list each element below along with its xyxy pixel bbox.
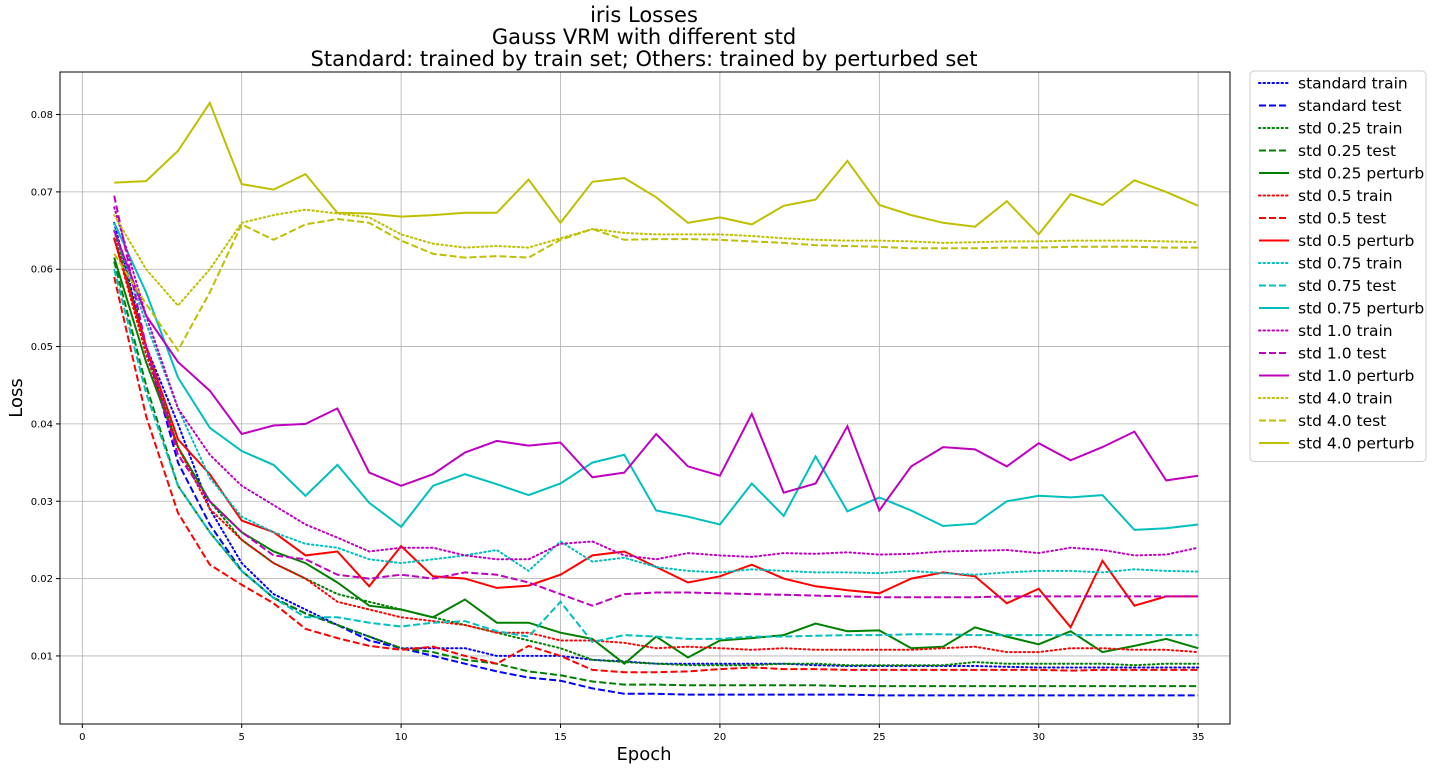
y-tick-label: 0.02 [31,574,53,585]
legend-label-8: std 0.75 train [1298,255,1402,273]
legend-label-11: std 1.0 train [1298,322,1393,340]
series-line-3 [113,261,1199,688]
x-tick-label: 25 [873,732,886,743]
legend-label-6: std 0.5 test [1298,210,1386,228]
series-line-6 [113,276,1199,674]
series-line-10 [113,222,1199,531]
legend-label-14: std 4.0 train [1298,390,1393,408]
x-tick-label: 35 [1192,732,1205,743]
y-tick-label: 0.06 [31,265,53,276]
x-tick-label: 15 [554,732,567,743]
series-line-5 [113,237,1200,654]
legend-label-0: standard train [1298,75,1408,93]
y-tick-label: 0.03 [31,497,53,508]
legend-box [1249,70,1427,462]
legend-label-16: std 4.0 perturb [1298,435,1414,453]
legend-label-2: std 0.25 train [1298,120,1402,138]
y-tick-label: 0.04 [31,419,53,430]
axes-frame [59,71,1231,725]
x-axis-label: Epoch [616,744,671,765]
series-line-15 [113,217,1199,353]
series-line-8 [113,229,1200,576]
legend: standard train standard test std 0.25 trai… [1249,70,1427,462]
x-tick-label: 0 [79,732,85,743]
legend-label-15: std 4.0 test [1298,412,1386,430]
y-axis-label: Loss [6,378,27,417]
chart-title-line-1: iris Losses [590,3,698,27]
series-line-9 [113,268,1199,644]
series-line-13 [113,230,1199,513]
series-line-16 [114,100,1199,236]
legend-label-12: std 1.0 test [1298,345,1386,363]
series-line-4 [113,257,1199,665]
x-tick-label: 10 [395,732,408,743]
legend-label-7: std 0.5 perturb [1298,232,1414,250]
legend-label-3: std 0.25 test [1298,142,1396,160]
x-tick-label: 20 [714,732,727,743]
x-tick-label: 30 [1032,732,1045,743]
series-line-11 [113,206,1200,561]
y-tick-label: 0.01 [31,651,53,662]
legend-label-1: standard test [1298,97,1401,115]
legend-label-9: std 0.75 test [1298,277,1396,295]
x-tick-label: 5 [239,732,245,743]
chart-title-line-3: Standard: trained by train set; Others: … [311,47,978,71]
legend-label-5: std 0.5 train [1298,187,1393,205]
legend-label-13: std 1.0 perturb [1298,367,1414,385]
legend-label-10: std 0.75 perturb [1298,300,1424,318]
plot-area: 0 5 10 15 20 25 30 35 0.01 0.02 0.03 0.04 0.05 0.06 0.… [31,71,1231,743]
series-line-12 [113,195,1199,607]
y-tick-label: 0.07 [31,187,53,198]
y-tick-label: 0.08 [31,110,53,121]
chart-title-line-2: Gauss VRM with different std [492,25,796,49]
y-tick-label: 0.05 [31,342,53,353]
series-line-14 [113,208,1200,308]
legend-label-4: std 0.25 perturb [1298,165,1424,183]
